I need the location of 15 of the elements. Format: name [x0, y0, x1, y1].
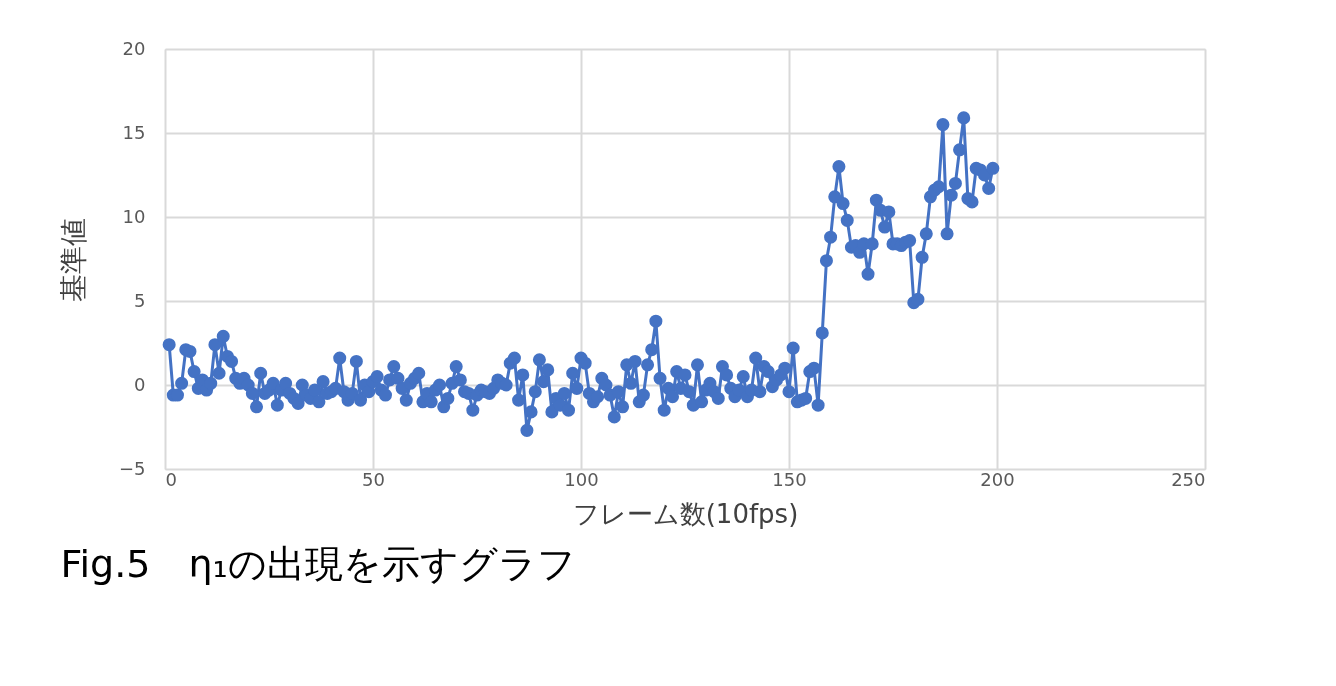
x-tick-label: 250	[1171, 468, 1206, 490]
x-axis-title: フレーム数(10fps)	[572, 498, 799, 529]
x-tick-label: 0	[165, 468, 177, 490]
y-tick-label: 0	[134, 373, 146, 395]
x-tick-label: 100	[564, 468, 599, 490]
y-axis-title: 基準値	[56, 217, 90, 302]
x-tick-label: 150	[772, 468, 807, 490]
x-tick-label: 50	[362, 468, 385, 490]
y-tick-label: −5	[118, 457, 146, 479]
caption: Fig.5 η₁の出現を示すグラフ	[60, 542, 576, 586]
y-tick-label: 15	[122, 121, 146, 143]
y-tick-label: 10	[122, 205, 146, 227]
x-tick-label: 200	[980, 468, 1015, 490]
y-tick-label: 5	[134, 289, 146, 311]
y-tick-label: 20	[122, 37, 146, 59]
